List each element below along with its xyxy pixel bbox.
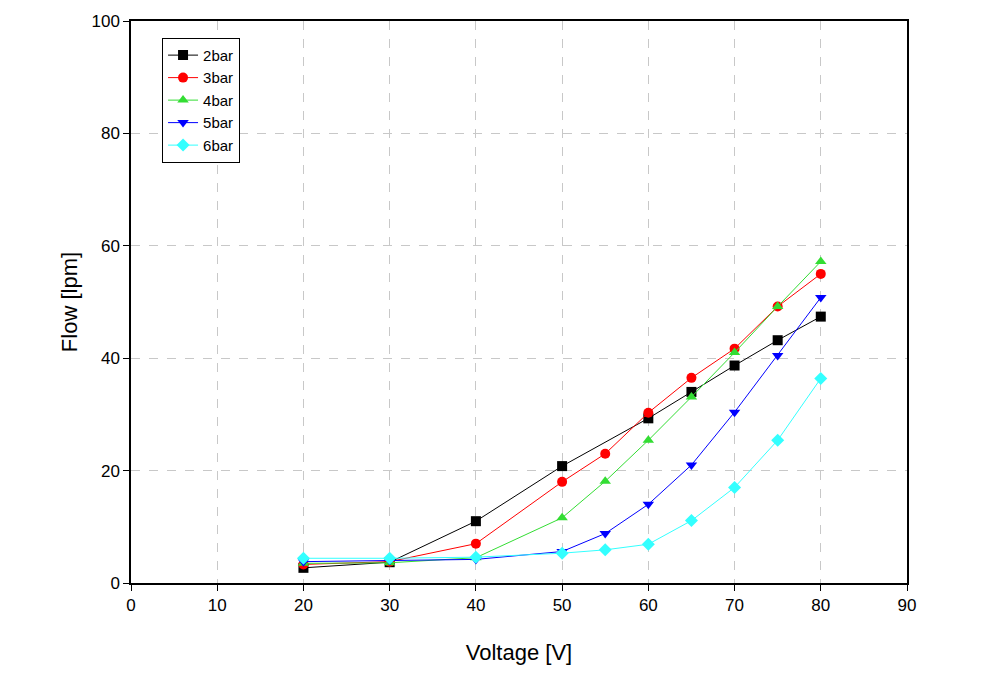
svg-text:5bar: 5bar	[203, 114, 233, 131]
svg-text:50: 50	[553, 596, 572, 615]
svg-text:20: 20	[294, 596, 313, 615]
svg-text:0: 0	[110, 574, 119, 593]
svg-text:Flow [lpm]: Flow [lpm]	[57, 252, 82, 352]
svg-text:2bar: 2bar	[203, 47, 233, 64]
svg-text:Voltage [V]: Voltage [V]	[466, 640, 572, 665]
svg-text:10: 10	[208, 596, 227, 615]
svg-text:30: 30	[380, 596, 399, 615]
svg-text:80: 80	[101, 124, 120, 143]
svg-text:90: 90	[898, 596, 917, 615]
svg-text:0: 0	[126, 596, 135, 615]
svg-text:3bar: 3bar	[203, 69, 233, 86]
svg-text:4bar: 4bar	[203, 92, 233, 109]
svg-text:70: 70	[725, 596, 744, 615]
svg-text:6bar: 6bar	[203, 137, 233, 154]
svg-text:60: 60	[639, 596, 658, 615]
svg-text:40: 40	[101, 349, 120, 368]
svg-text:100: 100	[91, 12, 119, 31]
svg-text:60: 60	[101, 237, 120, 256]
svg-text:80: 80	[811, 596, 830, 615]
svg-text:20: 20	[101, 462, 120, 481]
svg-text:40: 40	[466, 596, 485, 615]
